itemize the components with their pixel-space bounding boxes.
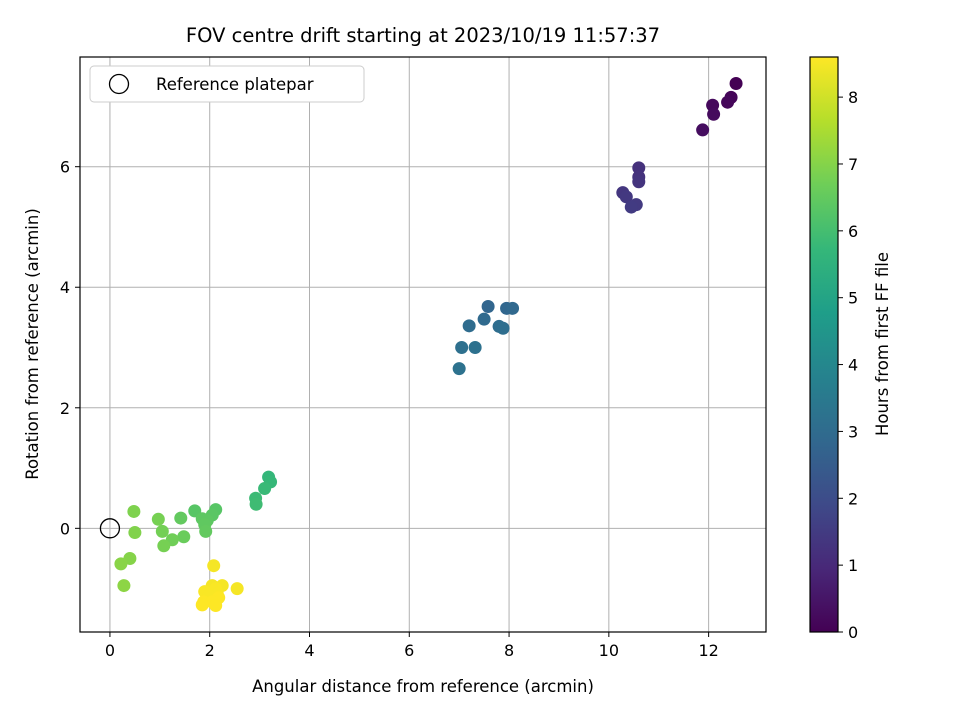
y-axis: 0 2 4 6 <box>60 158 80 538</box>
y-tick-label: 0 <box>60 519 70 538</box>
data-points <box>99 77 743 612</box>
data-point <box>128 526 142 540</box>
data-point <box>506 301 520 315</box>
colorbar-tick-label: 5 <box>848 289 858 308</box>
data-point <box>462 319 476 333</box>
data-point <box>477 312 491 326</box>
data-point <box>468 341 482 355</box>
data-point <box>496 321 510 335</box>
data-point <box>721 95 735 109</box>
data-point <box>157 539 171 553</box>
colorbar-tick-label: 6 <box>848 222 858 241</box>
x-axis: 0 2 4 6 8 10 12 <box>105 632 719 660</box>
data-point <box>174 511 188 525</box>
y-tick-label: 4 <box>60 278 70 297</box>
grid <box>80 57 766 632</box>
plot-frame <box>79 56 767 633</box>
data-point <box>481 300 495 314</box>
data-point <box>177 530 191 544</box>
x-tick-label: 10 <box>599 641 619 660</box>
data-point <box>729 77 743 91</box>
y-axis-label: Rotation from reference (arcmin) <box>23 208 42 480</box>
x-axis-label: Angular distance from reference (arcmin) <box>252 677 594 696</box>
data-point <box>452 362 466 376</box>
colorbar: 0 1 2 3 4 5 6 7 8 <box>809 56 858 642</box>
data-point <box>199 524 213 538</box>
data-point <box>632 175 646 189</box>
data-point <box>117 579 131 593</box>
colorbar-tick-label: 8 <box>848 88 858 107</box>
colorbar-tick-label: 4 <box>848 356 858 375</box>
legend: Reference platepar <box>89 65 365 103</box>
data-point <box>455 341 469 355</box>
colorbar-tick-label: 7 <box>848 155 858 174</box>
colorbar-label: Hours from first FF file <box>873 252 892 436</box>
x-tick-label: 4 <box>304 641 314 660</box>
data-point <box>632 161 646 175</box>
colorbar-tick-label: 3 <box>848 422 858 441</box>
data-point <box>624 200 638 214</box>
legend-box <box>89 65 365 103</box>
y-tick-label: 2 <box>60 399 70 418</box>
x-tick-label: 0 <box>105 641 115 660</box>
data-point <box>114 557 128 571</box>
colorbar-tick-label: 0 <box>848 623 858 642</box>
reference-marker <box>99 518 121 539</box>
colorbar-tick-label: 2 <box>848 489 858 508</box>
colorbar-gradient <box>809 56 839 633</box>
data-point <box>249 497 263 511</box>
data-point <box>258 482 272 496</box>
x-tick-label: 8 <box>504 641 514 660</box>
data-point <box>155 524 169 538</box>
colorbar-tick-label: 1 <box>848 556 858 575</box>
data-point <box>151 512 165 526</box>
y-tick-label: 6 <box>60 158 70 177</box>
data-point <box>696 123 710 137</box>
data-point <box>127 504 141 518</box>
x-tick-label: 12 <box>698 641 718 660</box>
data-point <box>207 559 221 573</box>
legend-marker-reference <box>108 73 130 95</box>
x-tick-label: 2 <box>205 641 215 660</box>
legend-label-reference: Reference platepar <box>156 75 314 94</box>
data-point <box>619 190 633 204</box>
data-point <box>209 598 223 612</box>
data-point <box>195 598 209 612</box>
chart-title: FOV centre drift starting at 2023/10/19 … <box>186 24 660 47</box>
x-tick-label: 6 <box>404 641 414 660</box>
data-point <box>707 107 721 121</box>
data-point <box>230 582 244 596</box>
